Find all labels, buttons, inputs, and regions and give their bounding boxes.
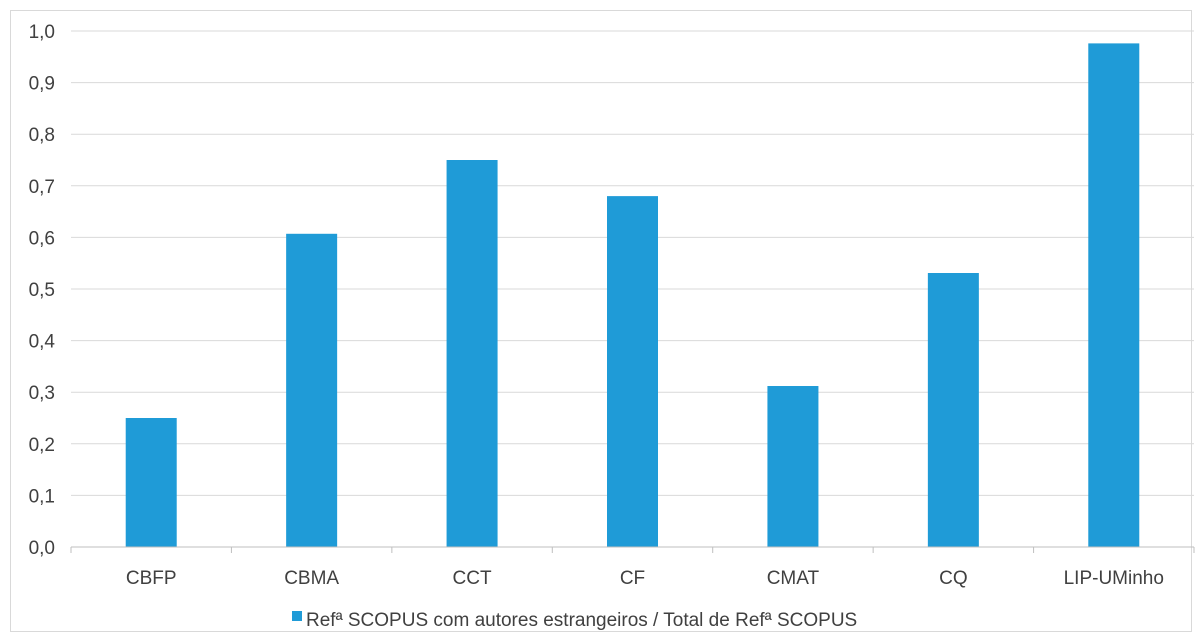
x-category-label: LIP-UMinho — [1064, 568, 1164, 589]
x-category-label: CBMA — [284, 568, 339, 589]
y-axis-tick-labels: 0,0 0,1 0,2 0,3 0,4 0,5 0,6 0,7 0,8 0,9 1,0 — [29, 22, 56, 559]
chart-frame — [10, 10, 1192, 632]
bar-lip-uminho — [1088, 43, 1140, 547]
y-tick-label: 0,4 — [29, 332, 56, 353]
y-tick-label: 0,1 — [29, 486, 55, 507]
bar-cf — [607, 196, 658, 547]
y-tick-label: 0,9 — [29, 74, 55, 95]
bars — [125, 43, 1140, 547]
bar-cct — [446, 160, 498, 547]
y-tick-label: 0,0 — [29, 538, 55, 559]
legend-swatch — [292, 611, 302, 621]
x-category-label: CBFP — [126, 568, 177, 589]
y-tick-label: 0,5 — [29, 280, 55, 301]
y-tick-label: 0,3 — [29, 383, 55, 404]
bar-cmat — [767, 386, 819, 547]
y-tick-label: 1,0 — [29, 22, 55, 43]
y-tick-label: 0,2 — [29, 435, 55, 456]
x-category-label: CQ — [939, 568, 968, 589]
x-category-label: CMAT — [767, 568, 820, 589]
bar-cbma — [286, 233, 338, 547]
x-axis-tick-marks — [70, 547, 1195, 553]
gridlines — [71, 30, 1194, 496]
legend: Refª SCOPUS com autores estrangeiros / T… — [292, 610, 857, 631]
x-category-label: CF — [620, 568, 645, 589]
legend-label: Refª SCOPUS com autores estrangeiros / T… — [306, 610, 857, 631]
y-tick-label: 0,7 — [29, 177, 55, 198]
bar-cbfp — [125, 418, 177, 547]
y-tick-label: 0,6 — [29, 228, 55, 249]
x-category-label: CCT — [453, 568, 492, 589]
x-axis-category-labels: CBFP CBMA CCT CF CMAT CQ LIP-UMinho — [126, 568, 1164, 589]
bar-cq — [927, 273, 979, 547]
y-tick-label: 0,8 — [29, 125, 55, 146]
